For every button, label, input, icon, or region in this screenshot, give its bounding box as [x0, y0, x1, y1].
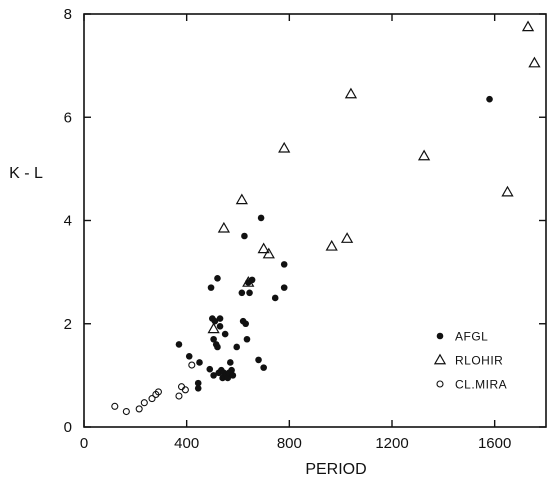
point-rlohir [325, 239, 338, 251]
point-rlohir [417, 149, 431, 161]
point-afgl [211, 317, 219, 325]
y-tick-label: 4 [64, 213, 72, 230]
point-afgl [271, 294, 279, 302]
point-rlohir [344, 87, 358, 99]
point-cl-mira [177, 383, 186, 391]
point-afgl [241, 232, 248, 240]
point-cl-mira [175, 392, 183, 400]
y-tick-label: 2 [64, 316, 72, 333]
point-cl-mira [111, 402, 119, 410]
point-rlohir [242, 276, 255, 287]
data-points [111, 20, 541, 416]
point-afgl [227, 359, 234, 366]
point-cl-mira [140, 399, 148, 407]
point-afgl [238, 289, 246, 297]
point-afgl [196, 359, 203, 366]
point-rlohir [521, 20, 535, 32]
point-afgl [206, 365, 214, 373]
point-afgl [216, 323, 224, 330]
point-rlohir [340, 232, 354, 243]
point-afgl [229, 372, 237, 379]
point-afgl [233, 343, 241, 351]
point-rlohir [262, 247, 275, 259]
x-tick-label: 1200 [375, 435, 408, 452]
y-tick-label: 8 [64, 6, 72, 23]
legend: AFGL RLOHIR CL.MIRA [433, 330, 507, 392]
point-rlohir [217, 221, 231, 233]
axis-tick-labels: 0 400 800 1200 1600 0 2 4 6 8 [64, 6, 512, 452]
point-afgl [228, 366, 235, 374]
point-cl-mira [122, 407, 130, 416]
point-cl-mira [148, 395, 156, 403]
point-afgl [221, 330, 229, 338]
point-cl-mira [181, 386, 189, 394]
point-cl-mira [135, 405, 143, 413]
y-tick-label: 0 [64, 419, 72, 436]
point-afgl [216, 315, 224, 322]
y-tick-label: 6 [64, 109, 72, 126]
point-afgl [210, 335, 217, 343]
point-afgl [255, 356, 262, 364]
y-axis-label: K - L [9, 165, 43, 182]
x-tick-label: 1600 [478, 435, 511, 452]
point-afgl [280, 284, 288, 291]
point-afgl [224, 374, 232, 382]
point-afgl [280, 261, 288, 268]
point-afgl [486, 95, 493, 103]
point-afgl [214, 343, 221, 351]
x-tick-label: 400 [174, 435, 199, 452]
point-afgl [185, 352, 193, 360]
x-tick-label: 800 [277, 435, 302, 452]
point-afgl [207, 284, 215, 291]
point-cl-mira [188, 361, 196, 369]
point-afgl [260, 364, 267, 371]
point-afgl [246, 289, 253, 297]
point-rlohir [257, 242, 270, 254]
legend-marker-cl-mira [436, 380, 444, 388]
point-rlohir [278, 141, 291, 153]
legend-marker-rlohir [433, 353, 447, 365]
point-afgl [210, 372, 217, 379]
legend-label-afgl: AFGL [455, 330, 488, 344]
point-rlohir [528, 56, 541, 68]
point-rlohir [207, 322, 220, 334]
legend-label-rlohir: RLOHIR [455, 354, 503, 368]
point-afgl [194, 384, 202, 392]
point-afgl [214, 275, 221, 282]
point-rlohir [235, 193, 248, 205]
x-axis-label: PERIOD [305, 461, 366, 478]
legend-marker-afgl [436, 332, 444, 340]
point-afgl [243, 335, 251, 343]
point-rlohir [501, 185, 514, 197]
point-afgl [242, 320, 249, 328]
point-afgl [175, 341, 183, 348]
x-tick-label: 0 [80, 435, 88, 452]
legend-label-cl-mira: CL.MIRA [455, 378, 507, 392]
point-afgl [257, 214, 265, 222]
point-afgl [194, 379, 202, 387]
point-cl-mira [154, 388, 162, 396]
axis-ticks [83, 13, 546, 428]
